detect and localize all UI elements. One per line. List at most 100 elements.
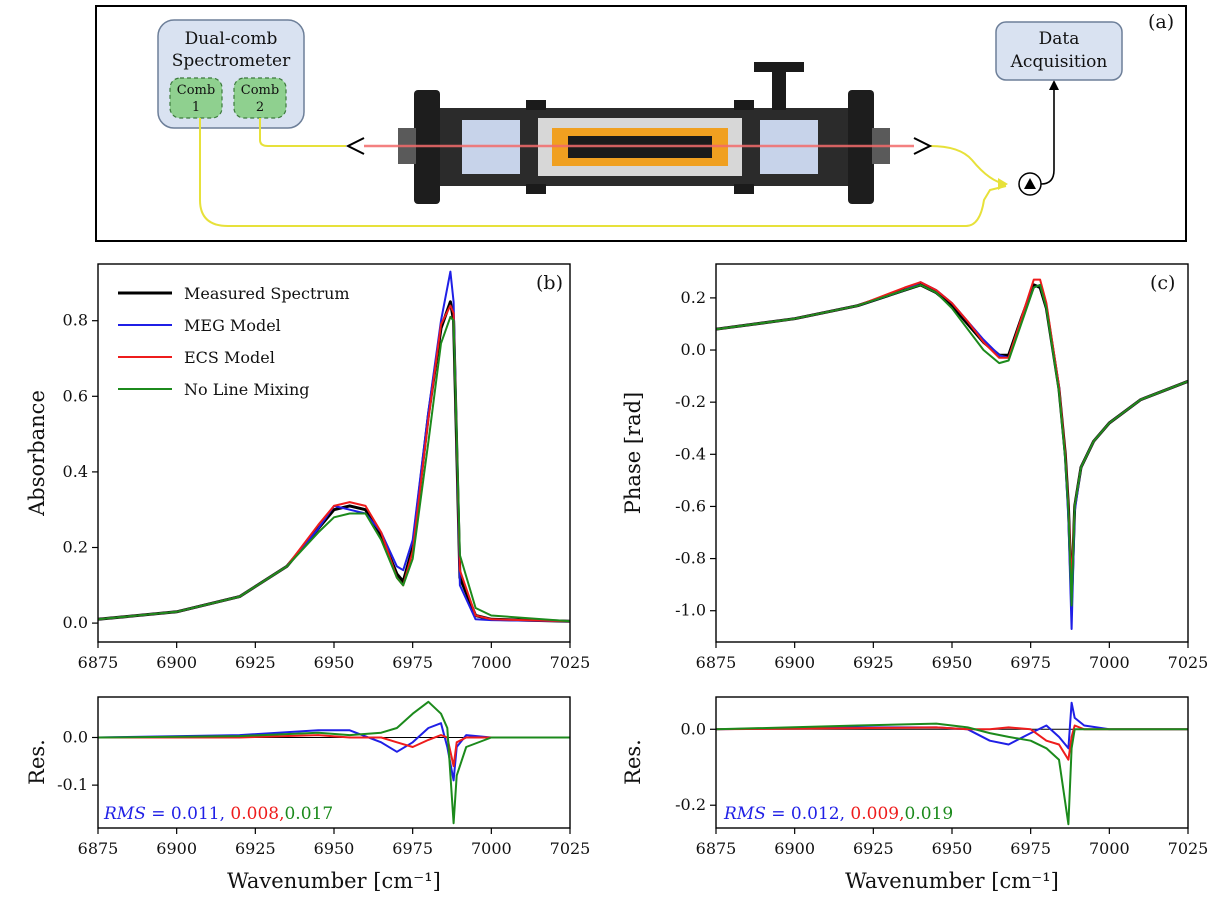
phase-residual-y-axis-label: Res. — [621, 739, 645, 785]
x-tick-label: 6950 — [314, 839, 355, 858]
output-collimator-icon — [913, 137, 933, 155]
absorbance-rms-annotation: RMS = 0.011, 0.008,0.017 — [103, 804, 333, 824]
comb-1-box — [169, 77, 223, 119]
panel-label-c: (c) — [1150, 272, 1175, 294]
x-tick-label: 6925 — [853, 653, 894, 672]
x-tick-label: 7000 — [471, 653, 512, 672]
x-tick-label: 6900 — [774, 653, 815, 672]
series-line-noline — [97, 315, 571, 623]
panel-label-a: (a) — [1148, 11, 1174, 33]
panel-label-b: (b) — [536, 272, 563, 294]
series-line-ecs — [97, 304, 571, 623]
x-tick-label: 7025 — [1168, 653, 1209, 672]
x-tick-label: 6900 — [156, 839, 197, 858]
comb-2-label-line2: 2 — [256, 100, 264, 115]
phase-chart: 6875 6900 6925 6950 6975 7000 7025 0.2 0.0 -0.2 -0… — [621, 263, 1208, 672]
absorbance-residual-y-axis-label: Res. — [25, 739, 49, 785]
rms-value-ecs: 0.008, — [225, 804, 284, 824]
absorbance-y-axis-label: Absorbance — [25, 390, 49, 517]
absorbance-residual-ticks: 6875 6900 6925 6950 6975 7000 7025 0.0 -0.1 — [57, 727, 590, 858]
rms-symbol: RMS — [103, 804, 146, 824]
absorbance-chart: 6875 6900 6925 6950 6975 7000 7025 0.0 0.2 0.4 0.6… — [25, 263, 591, 672]
phase-residual-chart: 6875 6900 6925 6950 6975 7000 7025 0.0 -0.2 Res.… — [621, 696, 1208, 893]
comb-2-label-line1: Comb — [241, 83, 279, 98]
phase-series-group — [715, 278, 1189, 630]
x-tick-label: 6875 — [696, 839, 737, 858]
y-tick-label: 0.0 — [63, 613, 88, 632]
legend-label-measured: Measured Spectrum — [184, 284, 350, 303]
legend-label-ecs: ECS Model — [184, 348, 275, 367]
x-tick-label: 6900 — [774, 839, 815, 858]
x-tick-label: 7000 — [1089, 839, 1130, 858]
absorbance-series-group — [97, 270, 571, 623]
x-tick-label: 6925 — [235, 839, 276, 858]
series-line-meg — [715, 281, 1189, 630]
rms-value-noline: 0.019 — [904, 804, 953, 824]
phase-residual-series-group — [715, 701, 1188, 826]
legend-label-meg: MEG Model — [184, 316, 281, 335]
rms-value-noline: 0.017 — [284, 804, 333, 824]
rms-equals: = — [146, 804, 171, 824]
detector-to-daq-path — [1040, 88, 1055, 185]
series-line-noline — [715, 722, 1188, 826]
absorbance-x-axis-label: Wavenumber [cm⁻¹] — [227, 869, 441, 893]
x-tick-label: 7000 — [471, 839, 512, 858]
y-tick-label: 0.6 — [63, 386, 88, 405]
x-tick-label: 6925 — [853, 839, 894, 858]
phase-residual-ticks: 6875 6900 6925 6950 6975 7000 7025 0.0 -0.2 — [675, 719, 1208, 858]
x-tick-label: 7025 — [1168, 839, 1209, 858]
absorbance-plot-frame — [97, 263, 571, 643]
x-tick-label: 6900 — [156, 653, 197, 672]
y-tick-label: 0.0 — [63, 727, 88, 746]
y-tick-label: 0.0 — [681, 719, 706, 738]
daq-label-line2: Acquisition — [1010, 52, 1108, 72]
y-tick-label: 0.2 — [63, 538, 88, 557]
legend: Measured Spectrum MEG Model ECS Model No… — [118, 284, 350, 399]
series-line-ecs — [715, 724, 1188, 761]
y-tick-label: -0.2 — [675, 392, 706, 411]
series-line-ecs — [715, 278, 1189, 586]
fiber-output-path — [929, 145, 1007, 185]
rms-value-meg: 0.011, — [171, 804, 225, 824]
phase-x-axis-label: Wavenumber [cm⁻¹] — [845, 869, 1059, 893]
x-tick-label: 6975 — [1010, 839, 1051, 858]
series-line-noline — [715, 283, 1189, 607]
y-tick-label: 0.8 — [63, 311, 88, 330]
series-line-noline — [97, 700, 570, 825]
series-line-measured — [97, 300, 571, 623]
absorbance-ticks: 6875 6900 6925 6950 6975 7000 7025 0.0 0.2 0.4 0.6… — [63, 311, 591, 672]
comb-1-label-line2: 1 — [192, 100, 200, 115]
y-tick-label: -0.2 — [675, 795, 706, 814]
y-tick-label: 0.4 — [63, 462, 88, 481]
x-tick-label: 6875 — [78, 653, 119, 672]
x-tick-label: 6875 — [696, 653, 737, 672]
y-tick-label: 0.2 — [681, 288, 706, 307]
rms-value-ecs: 0.009, — [845, 804, 904, 824]
series-line-measured — [715, 283, 1189, 600]
daq-box — [995, 21, 1123, 81]
rms-symbol: RMS — [723, 804, 766, 824]
phase-y-axis-label: Phase [rad] — [621, 392, 645, 514]
x-tick-label: 6875 — [78, 839, 119, 858]
series-line-meg — [97, 722, 570, 782]
y-tick-label: -0.1 — [57, 775, 88, 794]
x-tick-label: 7025 — [550, 653, 591, 672]
spectrometer-title-line1: Dual-comb — [185, 29, 278, 49]
y-tick-label: -0.8 — [675, 549, 706, 568]
setup-diagram: (a) Dual-comb Spectrometer Comb 1 Comb 2 — [95, 5, 1187, 242]
absorbance-residual-chart: 6875 6900 6925 6950 6975 7000 7025 0.0 -0.1 Res.… — [25, 696, 590, 893]
x-tick-label: 6975 — [392, 839, 433, 858]
absorbance-residual-series-group — [97, 700, 570, 825]
fiber-arrowhead — [998, 178, 1008, 190]
x-tick-label: 6975 — [392, 653, 433, 672]
phase-ticks: 6875 6900 6925 6950 6975 7000 7025 0.2 0.0 -0.2 -0… — [675, 288, 1208, 672]
daq-arrowhead — [1049, 80, 1059, 90]
fiber-comb1-path — [199, 118, 1007, 227]
x-tick-label: 6950 — [932, 839, 973, 858]
input-collimator-icon — [345, 137, 365, 155]
x-tick-label: 7025 — [550, 839, 591, 858]
x-tick-label: 6950 — [932, 653, 973, 672]
phase-rms-annotation: RMS = 0.012, 0.009,0.019 — [723, 804, 953, 824]
photodetector-triangle — [1024, 178, 1036, 189]
